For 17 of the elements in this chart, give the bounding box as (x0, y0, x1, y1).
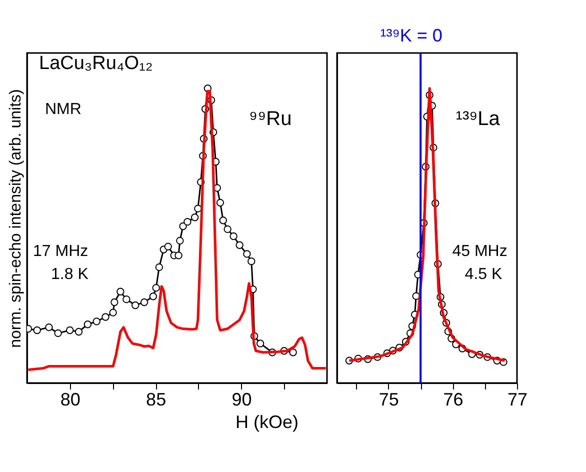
annotation: ¹³⁹La (456, 108, 501, 130)
y-axis-title: norm. spin-echo intensity (arb. units) (8, 89, 24, 348)
x-tick-label: 75 (378, 390, 399, 410)
annotation: 4.5 K (464, 266, 502, 284)
annotation: 45 MHz (452, 243, 508, 260)
x-axis-title: H (kOe) (236, 412, 299, 432)
x-tick-label: 80 (60, 390, 80, 410)
annotation: ⁹⁹Ru (249, 108, 292, 130)
text: ¹³⁹K = 0 (380, 26, 442, 46)
x-tick-label: 85 (146, 390, 166, 410)
x-tick-label: 76 (443, 390, 464, 410)
annotation: 17 MHz (33, 243, 88, 260)
annotation: 1.8 K (51, 266, 89, 284)
chart-title: LaCu₃Ru₄O₁₂ (39, 53, 153, 74)
x-tick-label: 90 (232, 390, 252, 410)
x-tick-label: 77 (507, 390, 528, 410)
annotation: NMR (45, 101, 82, 118)
